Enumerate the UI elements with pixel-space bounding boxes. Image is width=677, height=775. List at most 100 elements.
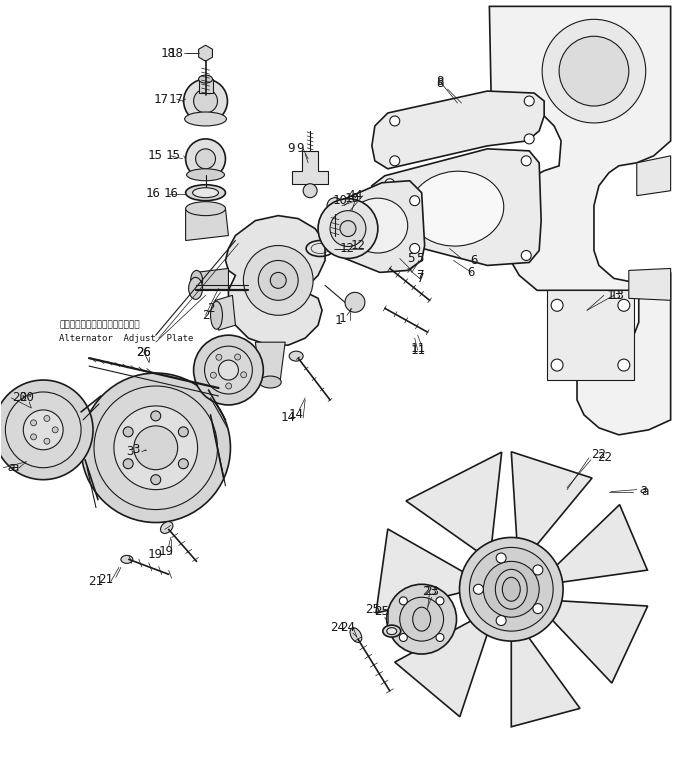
Circle shape (178, 459, 188, 469)
Text: a: a (640, 483, 647, 496)
Ellipse shape (289, 351, 303, 361)
Circle shape (460, 537, 563, 641)
Circle shape (196, 149, 215, 169)
Text: 11: 11 (410, 343, 425, 356)
Polygon shape (372, 91, 544, 169)
Ellipse shape (198, 75, 213, 83)
Text: 3: 3 (127, 446, 134, 458)
Circle shape (469, 547, 553, 631)
Text: 22: 22 (592, 448, 607, 461)
Text: a: a (640, 485, 649, 498)
Circle shape (618, 299, 630, 312)
Text: 18: 18 (160, 46, 175, 60)
Text: 18: 18 (168, 46, 183, 60)
Text: 10: 10 (333, 195, 348, 207)
Ellipse shape (410, 171, 504, 246)
Ellipse shape (189, 277, 202, 299)
Circle shape (399, 633, 408, 642)
Text: 7: 7 (416, 272, 423, 285)
Circle shape (44, 415, 50, 422)
Text: 9: 9 (297, 143, 304, 155)
Polygon shape (552, 601, 648, 683)
Ellipse shape (192, 188, 219, 198)
Text: 16: 16 (146, 188, 160, 200)
Circle shape (178, 427, 188, 437)
Text: 15: 15 (148, 150, 162, 162)
Circle shape (123, 427, 133, 437)
Text: オルタネータアジャストプレート: オルタネータアジャストプレート (59, 320, 139, 329)
Text: 15: 15 (165, 150, 180, 162)
Circle shape (345, 292, 365, 312)
Circle shape (194, 89, 217, 113)
Text: 23: 23 (422, 585, 437, 598)
Text: Alternator  Adjust  Plate: Alternator Adjust Plate (59, 334, 194, 343)
Polygon shape (547, 291, 634, 380)
Text: 14: 14 (280, 412, 295, 425)
Circle shape (303, 184, 317, 198)
Polygon shape (255, 343, 285, 385)
Ellipse shape (187, 169, 225, 181)
Circle shape (44, 438, 50, 444)
Circle shape (345, 202, 355, 212)
Text: 1: 1 (334, 314, 342, 327)
Text: 23: 23 (424, 585, 439, 598)
Text: 3: 3 (132, 443, 139, 456)
Text: 20: 20 (12, 391, 27, 405)
Circle shape (327, 198, 343, 214)
Text: 13: 13 (609, 289, 624, 301)
Text: 11: 11 (410, 342, 425, 355)
Circle shape (521, 156, 531, 166)
Polygon shape (511, 638, 580, 727)
Circle shape (151, 411, 160, 421)
Circle shape (399, 598, 443, 641)
Ellipse shape (160, 522, 173, 533)
Circle shape (385, 179, 395, 189)
Circle shape (219, 360, 238, 380)
Polygon shape (185, 208, 228, 240)
Text: 19: 19 (148, 548, 162, 561)
Circle shape (151, 474, 160, 484)
Ellipse shape (191, 270, 202, 291)
Text: 16: 16 (163, 188, 178, 200)
Ellipse shape (121, 556, 133, 563)
Text: a: a (7, 461, 15, 474)
Circle shape (483, 561, 539, 617)
Circle shape (410, 196, 420, 205)
Ellipse shape (496, 570, 527, 609)
Circle shape (270, 273, 286, 288)
Circle shape (436, 597, 444, 604)
Circle shape (134, 425, 177, 470)
Circle shape (235, 354, 240, 360)
Text: 14: 14 (288, 408, 304, 422)
Circle shape (81, 373, 230, 522)
Circle shape (318, 198, 378, 259)
Circle shape (542, 19, 646, 123)
Circle shape (524, 134, 534, 144)
Circle shape (194, 336, 263, 405)
Ellipse shape (259, 376, 281, 388)
Circle shape (52, 427, 58, 432)
Text: 4: 4 (347, 189, 355, 202)
Circle shape (496, 553, 506, 563)
Text: 26: 26 (136, 346, 151, 359)
Text: 6: 6 (471, 254, 478, 267)
Circle shape (259, 260, 298, 301)
Circle shape (551, 359, 563, 371)
Circle shape (533, 604, 543, 614)
Polygon shape (395, 622, 487, 717)
Circle shape (340, 221, 356, 236)
Text: 21: 21 (88, 575, 103, 587)
Ellipse shape (348, 198, 408, 253)
Circle shape (521, 250, 531, 260)
Text: 2: 2 (206, 301, 215, 315)
Circle shape (94, 386, 217, 509)
Circle shape (23, 410, 63, 450)
Text: a: a (12, 461, 19, 474)
Polygon shape (629, 268, 671, 301)
Polygon shape (198, 45, 213, 61)
Circle shape (244, 246, 313, 315)
Circle shape (524, 96, 534, 106)
Polygon shape (511, 452, 592, 544)
Circle shape (473, 584, 483, 594)
Circle shape (385, 226, 395, 236)
